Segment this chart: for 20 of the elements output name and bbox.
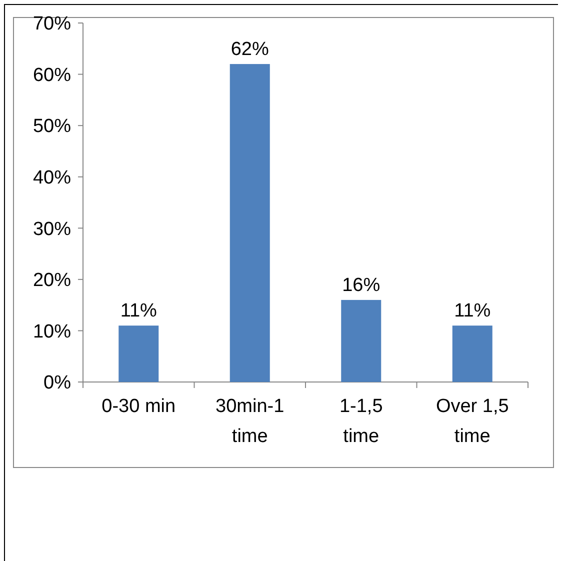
y-tick-label: 0%	[44, 372, 72, 394]
bar	[230, 64, 270, 382]
y-tick-label: 40%	[32, 168, 72, 189]
bar	[341, 300, 382, 382]
bar	[118, 326, 159, 382]
y-tick-label: 20%	[32, 270, 72, 292]
bar	[452, 326, 492, 382]
data-label: 11%	[454, 300, 491, 322]
x-tick-label: 30min-1 time	[216, 396, 284, 447]
y-tick-label: 60%	[32, 64, 72, 86]
x-tick-label: Over 1,5 time	[436, 396, 509, 447]
x-tick-label: 0-30 min	[102, 396, 176, 417]
data-label: 16%	[342, 274, 380, 296]
data-label: 11%	[120, 300, 158, 322]
y-tick-label: 50%	[32, 116, 72, 138]
y-tick-label: 70%	[32, 14, 72, 35]
y-tick-label: 30%	[32, 218, 72, 240]
data-label: 62%	[230, 39, 269, 60]
x-tick-label: 1-1,5 time	[339, 396, 383, 447]
y-tick-label: 10%	[32, 321, 72, 342]
